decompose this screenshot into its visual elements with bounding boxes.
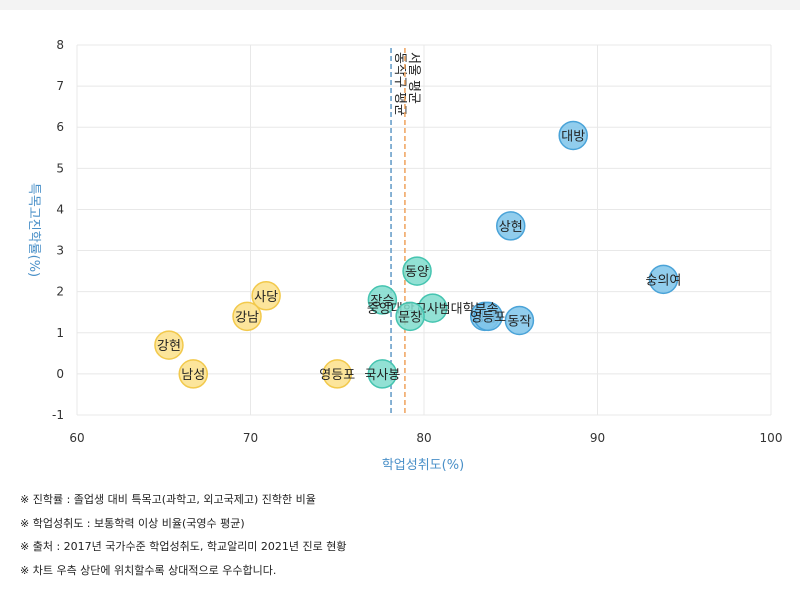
data-point-marker[interactable] <box>367 285 398 315</box>
data-point-marker[interactable] <box>648 264 679 295</box>
y-tick-label: 5 <box>56 161 64 175</box>
grid-lines <box>76 44 772 416</box>
data-point-marker[interactable] <box>232 301 262 332</box>
x-tick-label: 80 <box>416 431 431 445</box>
x-tick-label: 100 <box>760 431 783 445</box>
data-point-label: 동양 <box>405 265 429 280</box>
data-point-marker[interactable] <box>558 120 588 151</box>
reference-line-label: 동작구 평균 <box>392 52 407 116</box>
data-point-marker[interactable] <box>322 359 352 389</box>
data-point-label: 사당 <box>254 290 278 305</box>
data-point-marker[interactable] <box>402 256 432 286</box>
reference-line-label: 서울 평균 <box>406 52 421 104</box>
y-tick-label: 7 <box>56 79 64 93</box>
data-points: 대방상현숭의여동작성남영등포사당강남강현남성영등포동양장승중앙대학교사범대학부속… <box>154 120 681 389</box>
data-point-marker[interactable] <box>504 305 535 336</box>
y-tick-label: 1 <box>56 326 64 340</box>
data-point-label: 동작 <box>507 314 531 329</box>
data-point-marker[interactable] <box>178 359 208 389</box>
data-point-label: 숭의여 <box>645 273 681 288</box>
top-bar <box>0 0 800 10</box>
y-tick-label: -1 <box>52 408 64 422</box>
y-tick-label: 6 <box>56 120 64 134</box>
x-tick-label: 70 <box>243 431 258 445</box>
note-achievement: ※ 학업성취도 : 보통학력 이상 비율(국영수 평균) <box>20 516 245 530</box>
data-point-label: 영등포 <box>319 368 355 383</box>
note-conversion-rate: ※ 진학률 : 졸업생 대비 특목고(과학고, 외고국제고) 진학한 비율 <box>20 493 316 506</box>
data-point-marker[interactable] <box>496 211 526 241</box>
data-point-marker[interactable] <box>154 330 184 360</box>
x-axis-label: 학업성취도(%) <box>382 458 464 473</box>
data-point-marker[interactable] <box>251 281 281 311</box>
data-point-label: 강현 <box>157 339 181 354</box>
data-point-label: 문창 <box>398 310 422 325</box>
data-point-label: 상현 <box>499 220 523 235</box>
note-guide: ※ 차트 우측 상단에 위치할수록 상대적으로 우수합니다. <box>20 563 277 577</box>
data-point-label: 대방 <box>561 129 585 144</box>
data-point-marker[interactable] <box>473 301 503 332</box>
x-tick-label: 90 <box>590 431 605 445</box>
data-point-label: 영등포 <box>470 310 506 325</box>
data-point-label: 남성 <box>181 368 205 383</box>
data-point-label: 중앙대학교사범대학부속 <box>367 302 499 317</box>
y-tick-label: 3 <box>56 244 64 258</box>
data-point-marker[interactable] <box>395 301 425 332</box>
data-point-label: 장승 <box>370 294 394 309</box>
y-axis-label: 특목고진학률(%) <box>26 183 41 277</box>
y-tick-label: 0 <box>56 367 64 381</box>
data-point-label: 국사봉 <box>364 368 400 383</box>
data-point-label: 강남 <box>235 310 259 325</box>
y-tick-label: 4 <box>56 202 64 216</box>
tick-labels: -1 0 1 2 3 4 5 6 7 8 60 70 80 90 100 <box>52 38 782 445</box>
y-tick-label: 2 <box>56 285 64 299</box>
data-point-marker[interactable] <box>367 359 398 389</box>
y-tick-label: 8 <box>56 38 64 52</box>
footnotes: ※ 진학률 : 졸업생 대비 특목고(과학고, 외고국제고) 진학한 비율 ※ … <box>20 488 780 582</box>
x-tick-label: 60 <box>69 431 84 445</box>
note-source: ※ 출처 : 2017년 국가수준 학업성취도, 학교알리미 2021년 진로 … <box>20 540 347 553</box>
